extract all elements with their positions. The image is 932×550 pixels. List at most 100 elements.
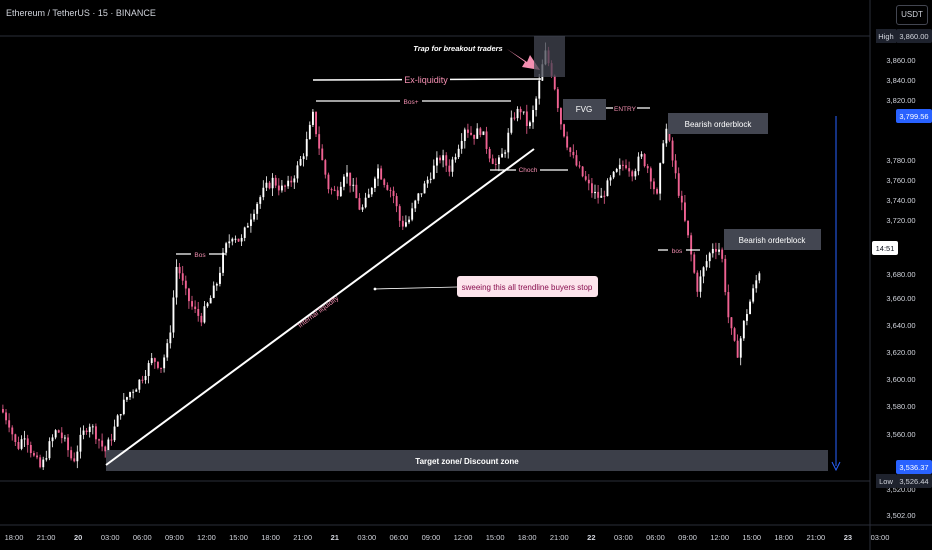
candle-body [389, 189, 392, 191]
candle-body [222, 252, 224, 273]
candle-body [104, 446, 107, 452]
candle-body [383, 179, 386, 185]
price-tag-value: 3,799.56 [899, 112, 928, 121]
price-tick-label: 3,660.00 [886, 294, 915, 303]
currency-selector[interactable]: USDT [896, 5, 928, 25]
time-tick-label: 15:00 [486, 533, 505, 542]
candle-body [439, 157, 441, 161]
time-tick-label: 03:00 [871, 533, 890, 542]
candle-body [572, 151, 575, 156]
candle-body [144, 375, 147, 381]
candle-body [494, 163, 497, 165]
bearish-orderblock-1-label: Bearish orderblock [685, 120, 753, 129]
candle-body [129, 392, 131, 398]
candle-body [157, 361, 159, 368]
candle-body [296, 165, 299, 179]
price-tag-label: Low [879, 477, 893, 486]
candle-body [364, 197, 367, 208]
candle-body [39, 457, 42, 468]
ex-liquidity-label: Ex-liquidity [404, 75, 448, 85]
candle-body [367, 194, 370, 198]
candle-body [60, 432, 63, 439]
price-tag-value: 14:51 [876, 244, 895, 253]
sweep-point [373, 287, 377, 291]
candle-body [45, 458, 48, 460]
candle-body [299, 159, 302, 166]
price-tick-label: 3,720.00 [886, 216, 915, 225]
candle-body [138, 379, 141, 390]
candle-body [432, 165, 435, 179]
candle-body [606, 180, 609, 197]
candle-body [169, 332, 172, 344]
candle-body [57, 430, 60, 433]
candle-body [85, 430, 88, 433]
time-tick-label: 20 [74, 533, 82, 542]
time-tick-label: 21:00 [806, 533, 825, 542]
candle-body [532, 110, 534, 123]
candle-body [553, 75, 556, 90]
candle-body [284, 185, 286, 187]
candle-body [668, 128, 671, 141]
candle-body [119, 414, 122, 416]
candle-body [575, 155, 578, 166]
candle-body [513, 117, 516, 119]
candle-body [98, 439, 100, 441]
candle-body [333, 189, 336, 191]
candle-body [411, 208, 414, 220]
candle-body [70, 450, 73, 459]
candle-body [147, 363, 150, 376]
candle-body [556, 89, 559, 109]
candle-body [175, 266, 178, 298]
candle-body [529, 122, 531, 126]
candle-body [178, 266, 181, 274]
candle-body [625, 165, 627, 169]
price-axis[interactable]: 3,860.00 3,840.00 3,820.00 3,780.00 3,760.00… [872, 29, 932, 520]
time-axis[interactable]: 18:00 21:00 20 03:00 06:00 09:00 12:00 15:00 18:… [5, 533, 890, 542]
price-tick-label: 3,780.00 [886, 156, 915, 165]
candle-body [318, 134, 321, 149]
candle-body [699, 276, 702, 292]
candle-body [659, 163, 662, 194]
candle-body [414, 200, 417, 209]
candle-body [482, 131, 485, 135]
price-tick-label: 3,640.00 [886, 321, 915, 330]
candle-body [612, 171, 615, 178]
candles-layer [2, 42, 761, 470]
candle-body [290, 180, 293, 183]
candle-body [436, 157, 438, 166]
candle-body [600, 195, 603, 198]
time-tick-label: 23 [844, 533, 852, 542]
candle-body [343, 176, 345, 187]
candle-body [26, 438, 29, 446]
candle-body [194, 306, 197, 310]
bos-left-label: Bos [194, 252, 206, 259]
candle-body [188, 288, 190, 302]
candle-body [181, 273, 184, 281]
candle-body [578, 165, 581, 167]
candle-body [82, 430, 85, 435]
sweep-pointer [373, 286, 458, 290]
time-tick-label: 03:00 [101, 533, 120, 542]
candle-body [228, 241, 231, 244]
time-tick-label: 06:00 [646, 533, 665, 542]
candle-body [287, 180, 290, 187]
time-tick-label: 21:00 [550, 533, 569, 542]
candle-body [687, 220, 689, 236]
candle-body [67, 437, 69, 451]
candle-body [271, 177, 274, 189]
candle-body [370, 187, 373, 195]
candle-body [23, 438, 26, 440]
candle-body [693, 254, 696, 273]
candle-body [346, 172, 348, 177]
candle-body [110, 439, 113, 441]
candle-body [560, 108, 562, 125]
candle-body [426, 179, 429, 184]
candle-body [498, 157, 500, 165]
trap-label: Trap for breakout traders [413, 44, 502, 53]
candle-body [715, 248, 717, 252]
candle-body [225, 243, 228, 253]
candle-body [643, 154, 646, 167]
candle-body [718, 249, 720, 252]
time-tick-label: 09:00 [422, 533, 441, 542]
